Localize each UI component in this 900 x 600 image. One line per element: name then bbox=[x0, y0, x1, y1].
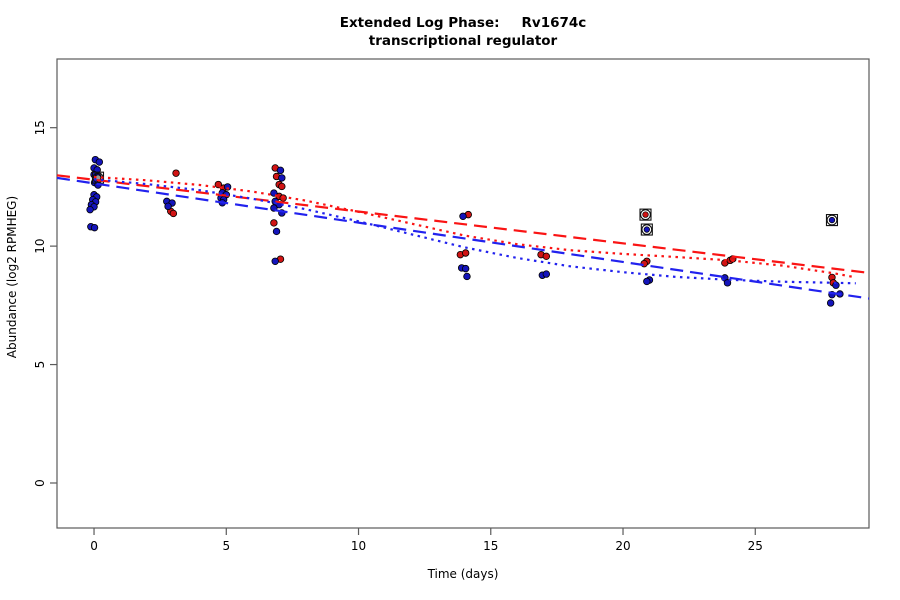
red-point bbox=[278, 182, 286, 191]
blue-point bbox=[463, 272, 471, 281]
red-point bbox=[542, 252, 551, 261]
x-axis-tick-label: 5 bbox=[222, 539, 230, 553]
chart-title: Extended Log Phase: Rv1674c transcription… bbox=[57, 14, 869, 50]
blue-point bbox=[276, 166, 285, 175]
red-dashed-fit bbox=[56, 174, 870, 274]
blue-dashed-fit bbox=[56, 176, 870, 300]
x-axis-tick-label: 15 bbox=[483, 539, 498, 553]
flag-circle-marker bbox=[641, 224, 653, 235]
blue-point bbox=[459, 212, 467, 220]
chart-title-line2: transcriptional regulator bbox=[368, 33, 558, 49]
chart-title-line1: Extended Log Phase: Rv1674c bbox=[57, 14, 869, 32]
red-dotted-fit bbox=[93, 175, 857, 279]
blue-point bbox=[461, 264, 470, 273]
chart-title-gene: Rv1674c bbox=[521, 15, 587, 31]
blue-point bbox=[86, 205, 94, 214]
plot-box bbox=[56, 58, 870, 529]
y-axis-tick-label: 15 bbox=[33, 120, 47, 135]
red-point bbox=[461, 249, 470, 257]
flag-circle-marker bbox=[640, 209, 651, 221]
blue-point bbox=[90, 223, 99, 232]
flagged-point bbox=[642, 211, 649, 218]
flag-square-marker bbox=[640, 223, 653, 236]
flagged-point bbox=[828, 216, 836, 224]
flag-circle-marker bbox=[826, 214, 838, 226]
red-point bbox=[279, 194, 287, 202]
flag-square-marker bbox=[825, 214, 839, 227]
x-axis-tick-label: 20 bbox=[615, 539, 630, 553]
blue-point bbox=[272, 227, 281, 236]
flag-square-marker bbox=[639, 208, 652, 221]
y-axis-tick-label: 10 bbox=[33, 238, 47, 253]
x-axis-label: Time (days) bbox=[427, 567, 499, 581]
flagged-point bbox=[643, 226, 650, 233]
blue-point bbox=[95, 158, 104, 166]
x-axis-tick-label: 10 bbox=[351, 539, 366, 553]
blue-point bbox=[542, 270, 551, 278]
y-axis-tick-label: 0 bbox=[33, 479, 47, 487]
red-point bbox=[169, 209, 178, 218]
y-axis-tick-label: 5 bbox=[33, 361, 47, 369]
blue-point bbox=[723, 279, 732, 287]
x-axis-tick-label: 0 bbox=[90, 539, 98, 553]
blue-point bbox=[223, 183, 232, 191]
y-axis-label: Abundance (log2 RPMHEG) bbox=[5, 195, 19, 359]
blue-point bbox=[826, 299, 835, 307]
red-point bbox=[172, 169, 180, 177]
blue-point bbox=[643, 277, 651, 286]
blue-point bbox=[271, 257, 279, 265]
red-point bbox=[270, 219, 278, 227]
blue-point bbox=[278, 174, 286, 182]
red-point bbox=[214, 180, 223, 189]
chart-title-left: Extended Log Phase: bbox=[339, 15, 500, 31]
x-axis-tick-label: 25 bbox=[748, 539, 763, 553]
blue-point bbox=[164, 202, 172, 211]
blue-dotted-fit bbox=[93, 178, 856, 285]
